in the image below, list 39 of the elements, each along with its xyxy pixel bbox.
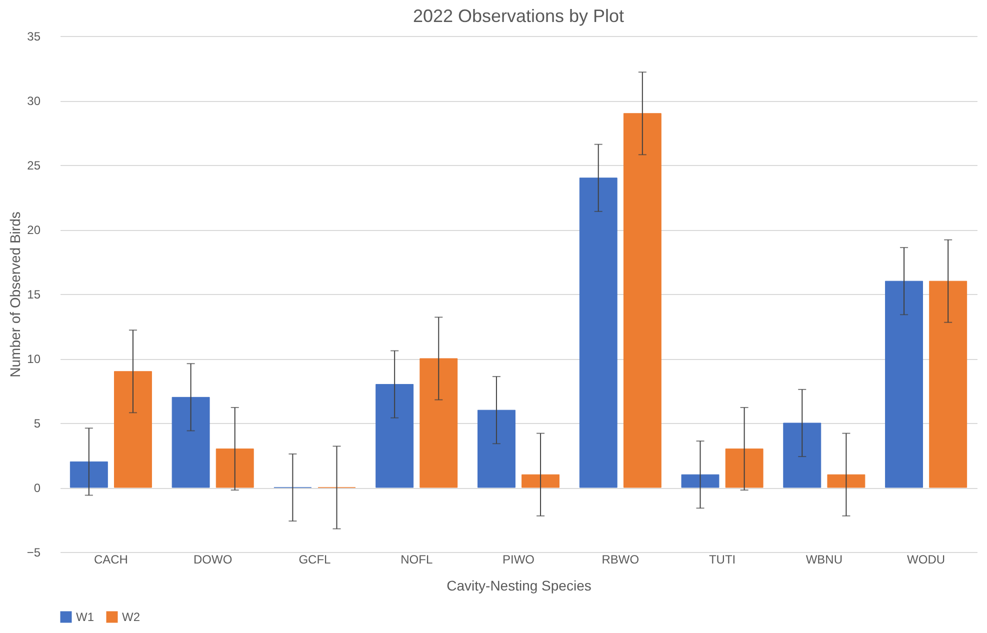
bar [783,422,822,488]
bar [623,113,662,488]
bar [70,461,108,488]
chart-title: 2022 Observations by Plot [412,6,624,26]
y-tick-label: 5 [34,416,41,430]
bar [477,410,516,488]
bar [172,396,210,488]
y-tick-label: 0 [34,481,41,495]
x-tick-label: NOFL [400,552,433,566]
legend-label: W1 [76,610,94,624]
y-tick-label: −5 [26,546,41,560]
x-tick-label: GCFL [298,552,332,566]
y-tick-label: 25 [27,158,41,172]
bar [114,371,152,488]
y-tick-label: 10 [27,352,41,366]
bar [929,280,968,488]
bar [681,474,720,488]
x-tick-label: CACH [94,552,128,566]
bar [725,448,764,488]
x-tick-label: PIWO [502,552,534,566]
y-axis-title: Number of Observed Birds [6,212,23,378]
legend-label: W2 [122,610,140,624]
bar [376,384,414,488]
bar [579,178,618,488]
y-tick-label: 20 [27,223,41,237]
x-tick-label: DOWO [193,552,232,566]
bar [216,448,254,488]
x-tick-label: TUTI [708,552,736,566]
x-tick-label: RBWO [602,552,640,566]
x-tick-label: WBNU [806,552,843,566]
bar [827,474,866,488]
x-tick-label: WODU [907,552,946,566]
bar [885,280,923,488]
y-tick-label: 30 [27,94,41,108]
y-tick-label: 35 [27,30,41,44]
bar [522,474,560,488]
bar [420,358,458,488]
y-tick-label: 15 [27,288,41,302]
x-axis-title: Cavity-Nesting Species [446,578,592,594]
